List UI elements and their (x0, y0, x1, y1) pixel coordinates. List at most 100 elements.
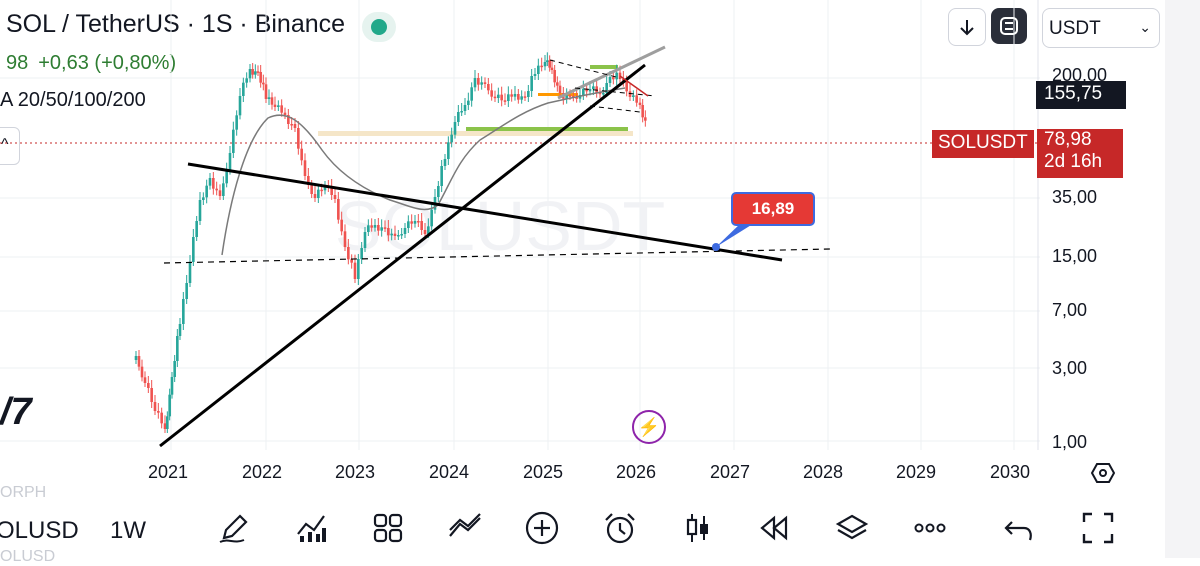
falling-trend-line[interactable] (187, 162, 783, 262)
indicators-icon[interactable] (292, 508, 332, 548)
candle (625, 80, 628, 92)
candle (160, 412, 163, 424)
candle (430, 209, 433, 227)
pencil-icon[interactable] (214, 508, 254, 548)
price-axis-label: 200,00 (1052, 65, 1108, 85)
candle (537, 65, 540, 74)
candle (182, 299, 185, 324)
rising-trend-line[interactable] (159, 63, 646, 448)
candle (546, 60, 549, 62)
undo-icon[interactable] (1000, 508, 1040, 548)
candle (343, 231, 347, 247)
candle (380, 227, 383, 231)
ohlc-price: 98 (6, 52, 29, 74)
candle (212, 178, 215, 189)
price-callout[interactable]: 16,89 (731, 192, 815, 226)
chart-title[interactable]: SOL / TetherUS · 1S · Binance (6, 10, 346, 38)
candle (363, 232, 367, 248)
candle (147, 383, 150, 388)
price-axis-label: 35,00 (1052, 187, 1098, 207)
candle (556, 82, 559, 86)
download-button[interactable] (948, 8, 986, 46)
upper-channel-line[interactable] (557, 45, 666, 100)
candle (490, 90, 493, 97)
zone-orange (538, 93, 578, 96)
candle (143, 377, 147, 383)
fullscreen-corners-icon[interactable] (1078, 508, 1118, 548)
candle (417, 221, 420, 223)
replay-icon[interactable] (754, 508, 794, 548)
chevron-down-icon: ⌄ (1139, 19, 1151, 35)
candle (262, 82, 265, 85)
candle (323, 186, 327, 191)
grid-icon[interactable] (368, 508, 408, 548)
candle (192, 237, 195, 262)
candle (208, 178, 212, 186)
candle (353, 262, 357, 279)
fullscreen-toggle-button[interactable] (991, 8, 1027, 44)
market-status-indicator[interactable] (362, 12, 396, 42)
support-zone-green (466, 127, 628, 131)
candle (387, 228, 390, 236)
candle (287, 115, 290, 124)
callout-anchor-point[interactable] (712, 243, 720, 251)
candle (367, 225, 370, 232)
candle (540, 65, 543, 68)
collapse-legend-button[interactable]: ^ (0, 127, 20, 165)
layers-icon[interactable] (832, 508, 872, 548)
candle (612, 77, 615, 80)
candle (553, 70, 556, 83)
candle (238, 96, 242, 116)
candles-icon[interactable] (678, 508, 718, 548)
moving-average-legend[interactable]: A 20/50/100/200 (0, 89, 146, 111)
dashed-projection-line[interactable] (163, 248, 831, 264)
candle (333, 195, 337, 199)
candle (264, 84, 268, 99)
candle (602, 93, 605, 95)
alarm-icon[interactable] (600, 508, 640, 548)
candle (592, 86, 595, 89)
timeframe-selector[interactable]: 1W (110, 517, 146, 544)
candle (397, 235, 400, 237)
candle (635, 95, 638, 103)
currency-select[interactable]: USDT ⌄ (1042, 8, 1160, 48)
candle (300, 148, 303, 161)
candle (307, 176, 310, 185)
candle (168, 394, 171, 417)
candle (205, 185, 208, 198)
candle (350, 259, 353, 263)
candle (565, 95, 568, 99)
time-axis-label: 2022 (242, 462, 283, 482)
candle (232, 129, 235, 153)
candle (340, 219, 343, 232)
candle (320, 189, 323, 192)
price-chart[interactable]: SOLUSDT /7 (0, 0, 1165, 494)
trend-line-icon[interactable] (446, 508, 486, 548)
candle (410, 221, 413, 224)
candle (548, 60, 551, 68)
candle (467, 100, 470, 105)
candle (413, 221, 417, 224)
candle (270, 97, 274, 105)
add-circle-icon[interactable] (522, 508, 562, 548)
candle (218, 190, 222, 196)
more-icon[interactable] (910, 508, 950, 548)
candle (420, 221, 423, 230)
candle (248, 69, 252, 79)
candle (347, 247, 350, 260)
candle (638, 102, 642, 105)
candle (360, 248, 363, 259)
price-axis-label: 7,00 (1052, 300, 1088, 320)
candle (427, 226, 430, 234)
symbol-selector[interactable]: OLUSD (0, 517, 79, 544)
high-price-tag: 155,75 (1036, 81, 1126, 109)
lightning-icon[interactable]: ⚡ (632, 410, 666, 444)
candle (202, 197, 205, 200)
candle (337, 199, 340, 220)
gear-icon[interactable] (1090, 462, 1116, 484)
candle (357, 259, 360, 279)
candle (608, 77, 612, 83)
arrow-down-icon (960, 20, 974, 36)
candle (575, 97, 578, 99)
candle (280, 105, 283, 113)
